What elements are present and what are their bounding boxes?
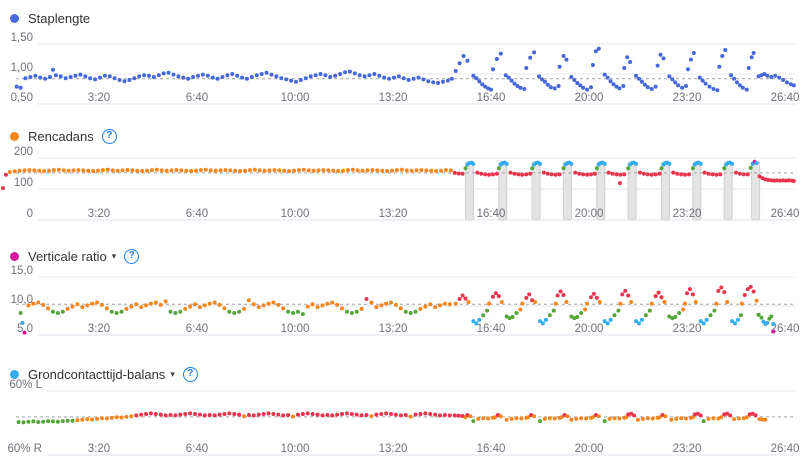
- svg-text:3:20: 3:20: [88, 92, 110, 104]
- staplengte-plot[interactable]: 1,50 1,00 0,50 3:20 6:40 10:00 13:20 16:40 20:00…: [0, 28, 800, 114]
- svg-text:10:00: 10:00: [281, 323, 310, 335]
- chart-legend: Staplengte: [0, 8, 800, 28]
- svg-text:20:00: 20:00: [575, 443, 604, 455]
- svg-text:23:20: 23:20: [673, 323, 702, 335]
- svg-text:10:00: 10:00: [281, 208, 310, 220]
- svg-text:0: 0: [27, 208, 33, 220]
- svg-text:5,0: 5,0: [17, 323, 33, 335]
- chart-staplengte: Staplengte 1,50 1,00 0,50 3:20 6:40 10:00 13:2…: [0, 0, 800, 114]
- gct-balans-plot[interactable]: 60% L 60% R 3:20 6:40 10:00 13:20 16:40 20:00 23…: [0, 379, 800, 473]
- svg-text:100: 100: [14, 177, 33, 189]
- legend-marker-rencadans: [10, 131, 19, 141]
- svg-text:3:20: 3:20: [88, 323, 110, 335]
- svg-text:20:00: 20:00: [575, 208, 604, 220]
- svg-text:16:40: 16:40: [477, 208, 506, 220]
- svg-text:3:20: 3:20: [88, 443, 110, 455]
- svg-text:26:40: 26:40: [771, 92, 800, 104]
- svg-text:23:20: 23:20: [673, 443, 702, 455]
- chart-grondcontacttijd-balans: Grondcontacttijd-balans ▾ ? 60% L 60% R 3:…: [0, 352, 800, 473]
- svg-text:20:00: 20:00: [575, 323, 604, 335]
- svg-text:60% L: 60% L: [9, 379, 42, 391]
- svg-text:13:20: 13:20: [379, 323, 408, 335]
- svg-text:6:40: 6:40: [186, 208, 208, 220]
- help-icon[interactable]: ?: [101, 128, 117, 144]
- chart-verticale-ratio: Verticale ratio ▾ ? 15,0 10,0 5,0 3:20 6:40 1…: [0, 234, 800, 352]
- chevron-down-icon[interactable]: ▾: [170, 368, 175, 379]
- svg-text:6:40: 6:40: [186, 443, 208, 455]
- svg-text:3:20: 3:20: [88, 208, 110, 220]
- svg-text:10:00: 10:00: [281, 92, 310, 104]
- svg-text:23:20: 23:20: [673, 92, 702, 104]
- chevron-down-icon[interactable]: ▾: [111, 250, 117, 261]
- help-icon[interactable]: ?: [182, 366, 198, 382]
- legend-marker-verticale-ratio: [10, 251, 19, 261]
- chart-legend: Verticale ratio ▾ ?: [0, 246, 800, 266]
- svg-text:6:40: 6:40: [186, 92, 208, 104]
- svg-text:15,0: 15,0: [11, 265, 33, 277]
- legend-label: Verticale ratio: [28, 248, 107, 264]
- chart-rencadans: Rencadans ? 200 100 0 3:20 6:40 10:00 13:20 16:…: [0, 114, 800, 234]
- svg-text:1,00: 1,00: [11, 62, 33, 74]
- svg-text:16:40: 16:40: [477, 92, 506, 104]
- svg-text:16:40: 16:40: [477, 443, 506, 455]
- svg-text:26:40: 26:40: [771, 208, 800, 220]
- chart-legend: Rencadans ?: [0, 126, 800, 146]
- legend-label: Grondcontacttijd-balans: [28, 366, 166, 382]
- svg-text:20:00: 20:00: [575, 92, 604, 104]
- help-icon[interactable]: ?: [124, 248, 140, 264]
- rencadans-plot[interactable]: 200 100 0 3:20 6:40 10:00 13:20 16:40 20:00 23:20…: [0, 146, 800, 234]
- legend-marker-gct-balans: [10, 369, 19, 379]
- svg-text:13:20: 13:20: [379, 443, 408, 455]
- svg-text:16:40: 16:40: [477, 323, 506, 335]
- svg-text:26:40: 26:40: [771, 323, 800, 335]
- svg-text:0,50: 0,50: [11, 92, 33, 104]
- svg-text:10,0: 10,0: [11, 294, 33, 306]
- verticale-ratio-plot[interactable]: 15,0 10,0 5,0 3:20 6:40 10:00 13:20 16:40 20:00 2…: [0, 265, 800, 352]
- svg-text:200: 200: [14, 146, 33, 158]
- svg-text:13:20: 13:20: [379, 208, 408, 220]
- svg-text:10:00: 10:00: [281, 443, 310, 455]
- svg-text:6:40: 6:40: [186, 323, 208, 335]
- legend-label: Staplengte: [28, 10, 91, 26]
- svg-text:13:20: 13:20: [379, 92, 408, 104]
- svg-text:1,50: 1,50: [11, 32, 33, 44]
- svg-text:26:40: 26:40: [771, 443, 800, 455]
- svg-text:60% R: 60% R: [7, 443, 42, 455]
- svg-text:23:20: 23:20: [673, 208, 702, 220]
- legend-marker-staplengte: [10, 13, 19, 23]
- legend-label: Rencadans: [28, 128, 94, 144]
- chart-legend: Grondcontacttijd-balans ▾ ?: [0, 364, 800, 384]
